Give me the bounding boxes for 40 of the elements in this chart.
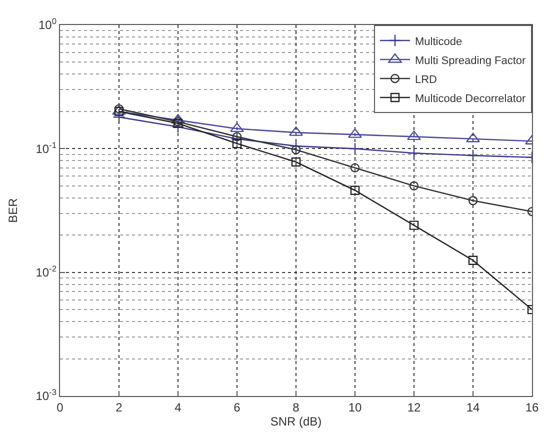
x-tick-label: 8 — [292, 400, 300, 414]
point — [291, 157, 301, 167]
point — [291, 145, 301, 154]
y-tick-label: 10$^{-2}$ — [36, 263, 57, 280]
x-tick-label: 14 — [466, 400, 480, 414]
y-tick-label: 10$^{0}$ — [38, 16, 57, 32]
legend-label: Multicode Decorrelator — [415, 92, 526, 105]
x-axis-title: SNR (dB) — [270, 414, 322, 428]
point — [232, 138, 242, 148]
point — [290, 140, 302, 152]
y-axis-title: BER — [6, 198, 20, 223]
point — [350, 186, 360, 195]
point — [466, 149, 480, 162]
point — [466, 132, 480, 142]
x-tick-label: 12 — [407, 400, 421, 414]
point — [230, 122, 244, 132]
x-tick-label: 6 — [234, 400, 241, 414]
legend-label: Multi Spreading Factor — [415, 54, 526, 67]
point — [230, 132, 244, 146]
point — [171, 114, 185, 124]
point — [289, 126, 303, 136]
x-tick-label: 10 — [348, 400, 362, 414]
x-tick-label: 16 — [525, 400, 539, 414]
point — [409, 181, 419, 190]
point — [468, 196, 478, 206]
point — [232, 132, 242, 142]
point — [348, 142, 362, 155]
x-tick-label: 0 — [56, 400, 64, 414]
legend-label: Multicode — [415, 36, 462, 48]
y-tick-label: 10$^{-1}$ — [36, 140, 57, 156]
x-tick-label: 2 — [116, 400, 123, 414]
point — [407, 130, 421, 140]
y-tick-label: 10$^{-3}$ — [36, 387, 57, 404]
point — [409, 220, 419, 230]
x-tick-label: 4 — [174, 400, 182, 414]
point — [350, 163, 360, 172]
point — [408, 146, 420, 160]
legend-label: LRD — [415, 74, 438, 86]
point — [348, 128, 362, 138]
point — [468, 256, 478, 265]
